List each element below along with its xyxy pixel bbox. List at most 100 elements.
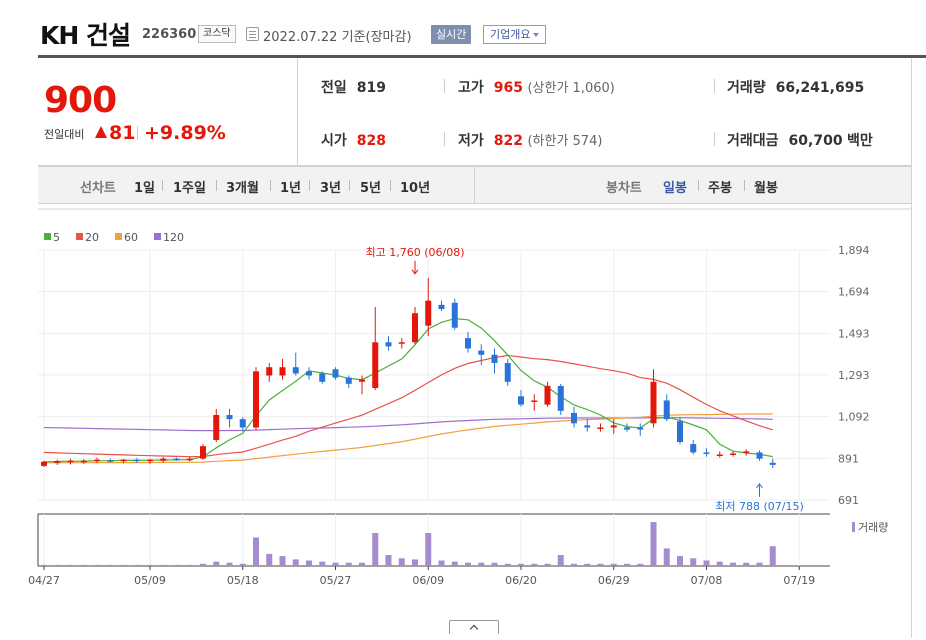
volume-bar xyxy=(730,562,736,566)
candle-body xyxy=(663,400,670,420)
y-tick-label: 1,894 xyxy=(838,244,870,257)
y-tick-label: 691 xyxy=(838,494,859,507)
candle-body xyxy=(491,354,498,364)
tab-1w[interactable]: 1주일 xyxy=(173,181,206,196)
x-tick-label: 06/29 xyxy=(598,574,630,587)
candle-body xyxy=(398,342,405,344)
volume-legend-swatch xyxy=(852,522,855,532)
candles xyxy=(41,277,776,468)
candle-body xyxy=(147,459,153,462)
prev-close-cell: 전일 819 xyxy=(321,77,386,97)
volume-bar xyxy=(120,564,127,566)
tab-1y[interactable]: 1년 xyxy=(280,181,302,196)
candle-body xyxy=(372,342,379,388)
volume-bar xyxy=(372,533,379,566)
low-cell: 저가 822 (하한가 574) xyxy=(458,130,602,150)
price-chart[interactable]: 5 20 60 120 1,894 1,694 1,493 1,293 1,092 891 691… xyxy=(0,204,926,640)
candle-body xyxy=(359,379,365,382)
x-tick-label: 05/09 xyxy=(134,574,166,587)
candle-body xyxy=(544,385,551,405)
line-chart-tabs: 선차트 1일 1주일 3개월 1년 3년 5년 10년 xyxy=(38,167,475,203)
candle-body xyxy=(412,313,418,343)
chart-tab-bar: 선차트 1일 1주일 3개월 1년 3년 5년 10년 봉차트 일봉 주봉 월봉 xyxy=(38,166,912,204)
tab-divider xyxy=(390,180,391,191)
title-divider xyxy=(38,55,926,58)
candle-body xyxy=(173,458,180,461)
volume-bar xyxy=(478,562,485,566)
expand-chart-button[interactable] xyxy=(449,620,499,634)
quote-divider xyxy=(714,79,715,93)
candle-chart-label: 봉차트 xyxy=(606,181,642,196)
candle-body xyxy=(730,453,736,455)
tab-weekly[interactable]: 주봉 xyxy=(708,181,732,196)
volume-bar xyxy=(160,564,167,566)
volume-bar xyxy=(147,564,153,566)
up-triangle-icon xyxy=(95,126,107,138)
volume-bar xyxy=(94,564,100,566)
tab-3y[interactable]: 3년 xyxy=(320,181,342,196)
tab-1d[interactable]: 1일 xyxy=(134,181,156,196)
quote-date-value: 2022.07.22 xyxy=(263,30,338,45)
volume-bar xyxy=(597,563,604,566)
candle-body xyxy=(690,444,697,453)
candle-body xyxy=(531,400,538,402)
volume-bar xyxy=(41,564,47,566)
candle-body xyxy=(584,425,591,428)
amount-value: 60,700 xyxy=(788,133,843,149)
tab-divider xyxy=(349,180,350,191)
candle-body xyxy=(80,460,87,463)
candle-body xyxy=(465,338,471,349)
volume-bar xyxy=(716,561,723,566)
candle-body xyxy=(571,412,577,424)
right-border xyxy=(911,58,912,638)
tab-3m[interactable]: 3개월 xyxy=(226,181,259,196)
low-arrowhead-icon xyxy=(756,483,763,489)
upper-limit: (상한가 1,060) xyxy=(527,81,615,96)
x-tick-label: 07/08 xyxy=(691,574,723,587)
volume-bar xyxy=(226,562,233,566)
candle-body xyxy=(120,459,127,462)
low-value: 822 xyxy=(493,133,523,149)
legend-label: 20 xyxy=(85,231,99,244)
high-annotation: 최고 1,760 (06/08) xyxy=(365,246,464,259)
volume-bar xyxy=(584,563,591,566)
low-label: 저가 xyxy=(458,133,484,149)
volume-cell: 거래량 66,241,695 xyxy=(727,77,864,97)
tab-10y[interactable]: 10년 xyxy=(400,181,431,196)
candle-body xyxy=(716,454,723,456)
company-overview-dropdown[interactable]: 기업개요 xyxy=(483,25,547,44)
chart-grid xyxy=(37,208,912,567)
quote-divider xyxy=(444,132,445,146)
candlestick-chart[interactable]: 5 20 60 120 1,894 1,694 1,493 1,293 1,092 891 691… xyxy=(0,204,926,640)
ma-line-120 xyxy=(43,417,773,432)
candle-body xyxy=(226,415,233,420)
candle-body xyxy=(186,458,193,461)
x-axis-labels: 04/27 05/09 05/18 05/27 06/09 06/20 06/29 07/08… xyxy=(28,566,815,587)
candle-body xyxy=(200,446,206,459)
tab-daily[interactable]: 일봉 xyxy=(663,181,687,196)
candle-body xyxy=(504,363,511,382)
tab-monthly[interactable]: 월봉 xyxy=(754,181,778,196)
candle-body xyxy=(756,452,763,459)
realtime-button[interactable]: 실시간 xyxy=(431,25,472,44)
x-tick-label: 06/09 xyxy=(412,574,444,587)
change-percent: +9.89% xyxy=(144,122,226,144)
current-price: 900 xyxy=(44,80,117,121)
calendar-icon xyxy=(246,27,259,41)
change-amount: 81 xyxy=(109,122,136,144)
volume-bar xyxy=(491,562,498,566)
volume-bar xyxy=(518,563,524,566)
volume-bar xyxy=(544,563,551,566)
candle-body xyxy=(94,459,100,462)
candle-body xyxy=(637,427,644,430)
amount-label: 거래대금 xyxy=(727,133,779,149)
volume-bar xyxy=(610,563,617,566)
volume-bar xyxy=(425,533,432,566)
quote-panel: 900 전일대비 81 +9.89% 전일 819 고가 965 (상한가 1,06… xyxy=(38,58,912,166)
volume-bar xyxy=(200,563,206,566)
tab-5y[interactable]: 5년 xyxy=(360,181,382,196)
change-label: 전일대비 xyxy=(44,128,85,141)
x-tick-label: 05/18 xyxy=(227,574,259,587)
legend-label: 120 xyxy=(163,231,184,244)
